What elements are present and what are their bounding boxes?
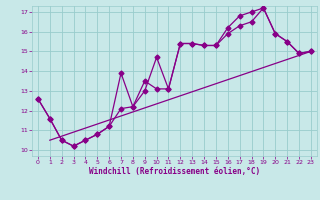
X-axis label: Windchill (Refroidissement éolien,°C): Windchill (Refroidissement éolien,°C) [89,167,260,176]
